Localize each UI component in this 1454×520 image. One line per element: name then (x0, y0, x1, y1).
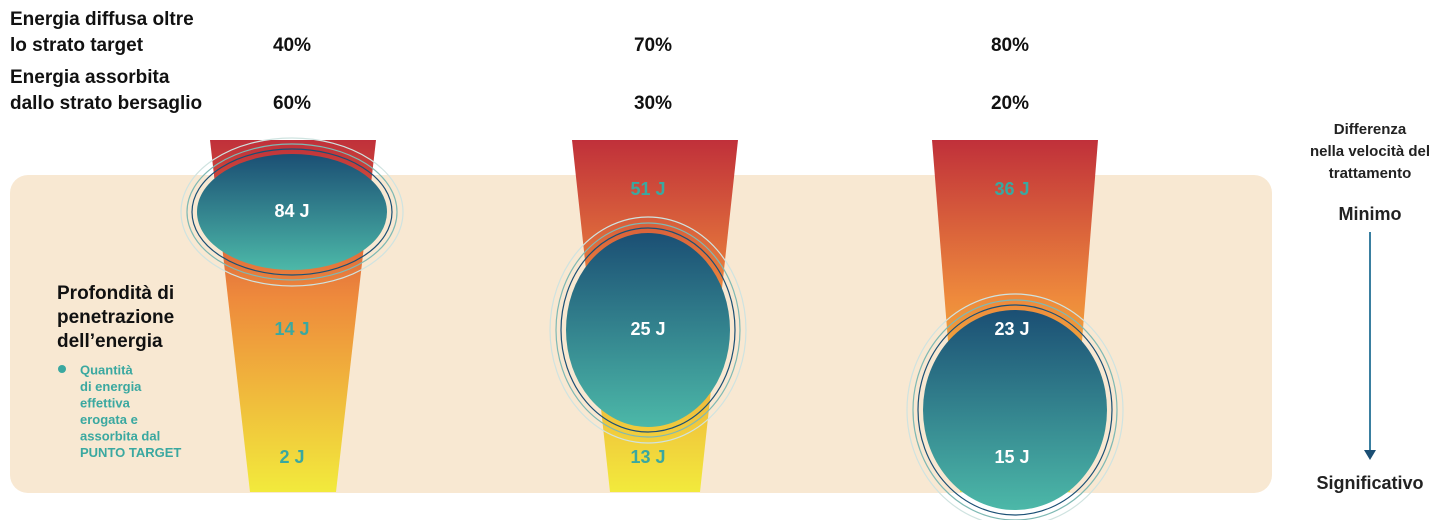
legend-title: dell’energia (57, 331, 163, 352)
energy-sphere (197, 154, 387, 270)
absorbed-value: 30% (634, 93, 672, 114)
absorbed-value: 60% (273, 93, 311, 114)
absorbed-value: 20% (991, 93, 1029, 114)
side-bottom: Significativo (1316, 473, 1423, 493)
legend-text: Quantità (80, 362, 133, 377)
energy-label: 84 J (274, 201, 309, 221)
row-label: lo strato target (10, 35, 144, 56)
ring (560, 227, 736, 433)
legend-dot (58, 365, 66, 373)
side-title: trattamento (1329, 165, 1412, 182)
ring (906, 293, 1124, 520)
ring (191, 148, 393, 276)
side-title: nella velocità del (1310, 143, 1430, 160)
diffused-value: 70% (634, 35, 672, 56)
ring (549, 216, 747, 444)
legend-text: erogata e (80, 412, 138, 427)
energy-label: 25 J (630, 319, 665, 339)
legend-text: di energia (80, 379, 142, 394)
energy-label: 51 J (630, 179, 665, 199)
energy-label: 13 J (630, 447, 665, 467)
row-label: Energia diffusa oltre (10, 9, 194, 30)
row-label: Energia assorbita (10, 67, 170, 88)
energy-label: 15 J (994, 447, 1029, 467)
legend-text: assorbita dal (80, 428, 160, 443)
legend-title: Profondità di (57, 283, 174, 304)
diffused-value: 40% (273, 35, 311, 56)
legend-title: penetrazione (57, 307, 174, 328)
energy-label: 36 J (994, 179, 1029, 199)
ring (555, 222, 741, 438)
row-label: dallo strato bersaglio (10, 93, 202, 114)
energy-label: 23 J (994, 319, 1029, 339)
side-top: Minimo (1339, 204, 1402, 224)
ring (912, 299, 1118, 520)
legend-text: effettiva (80, 395, 131, 410)
ring (917, 304, 1113, 516)
energy-label: 2 J (279, 447, 304, 467)
arrow-head (1364, 450, 1376, 460)
ring (186, 143, 398, 281)
energy-sphere (923, 310, 1107, 510)
energy-label: 14 J (274, 319, 309, 339)
ring (180, 137, 404, 287)
legend-text: PUNTO TARGET (80, 445, 181, 460)
diffused-value: 80% (991, 35, 1029, 56)
side-title: Differenza (1334, 121, 1407, 138)
energy-sphere (566, 233, 730, 427)
